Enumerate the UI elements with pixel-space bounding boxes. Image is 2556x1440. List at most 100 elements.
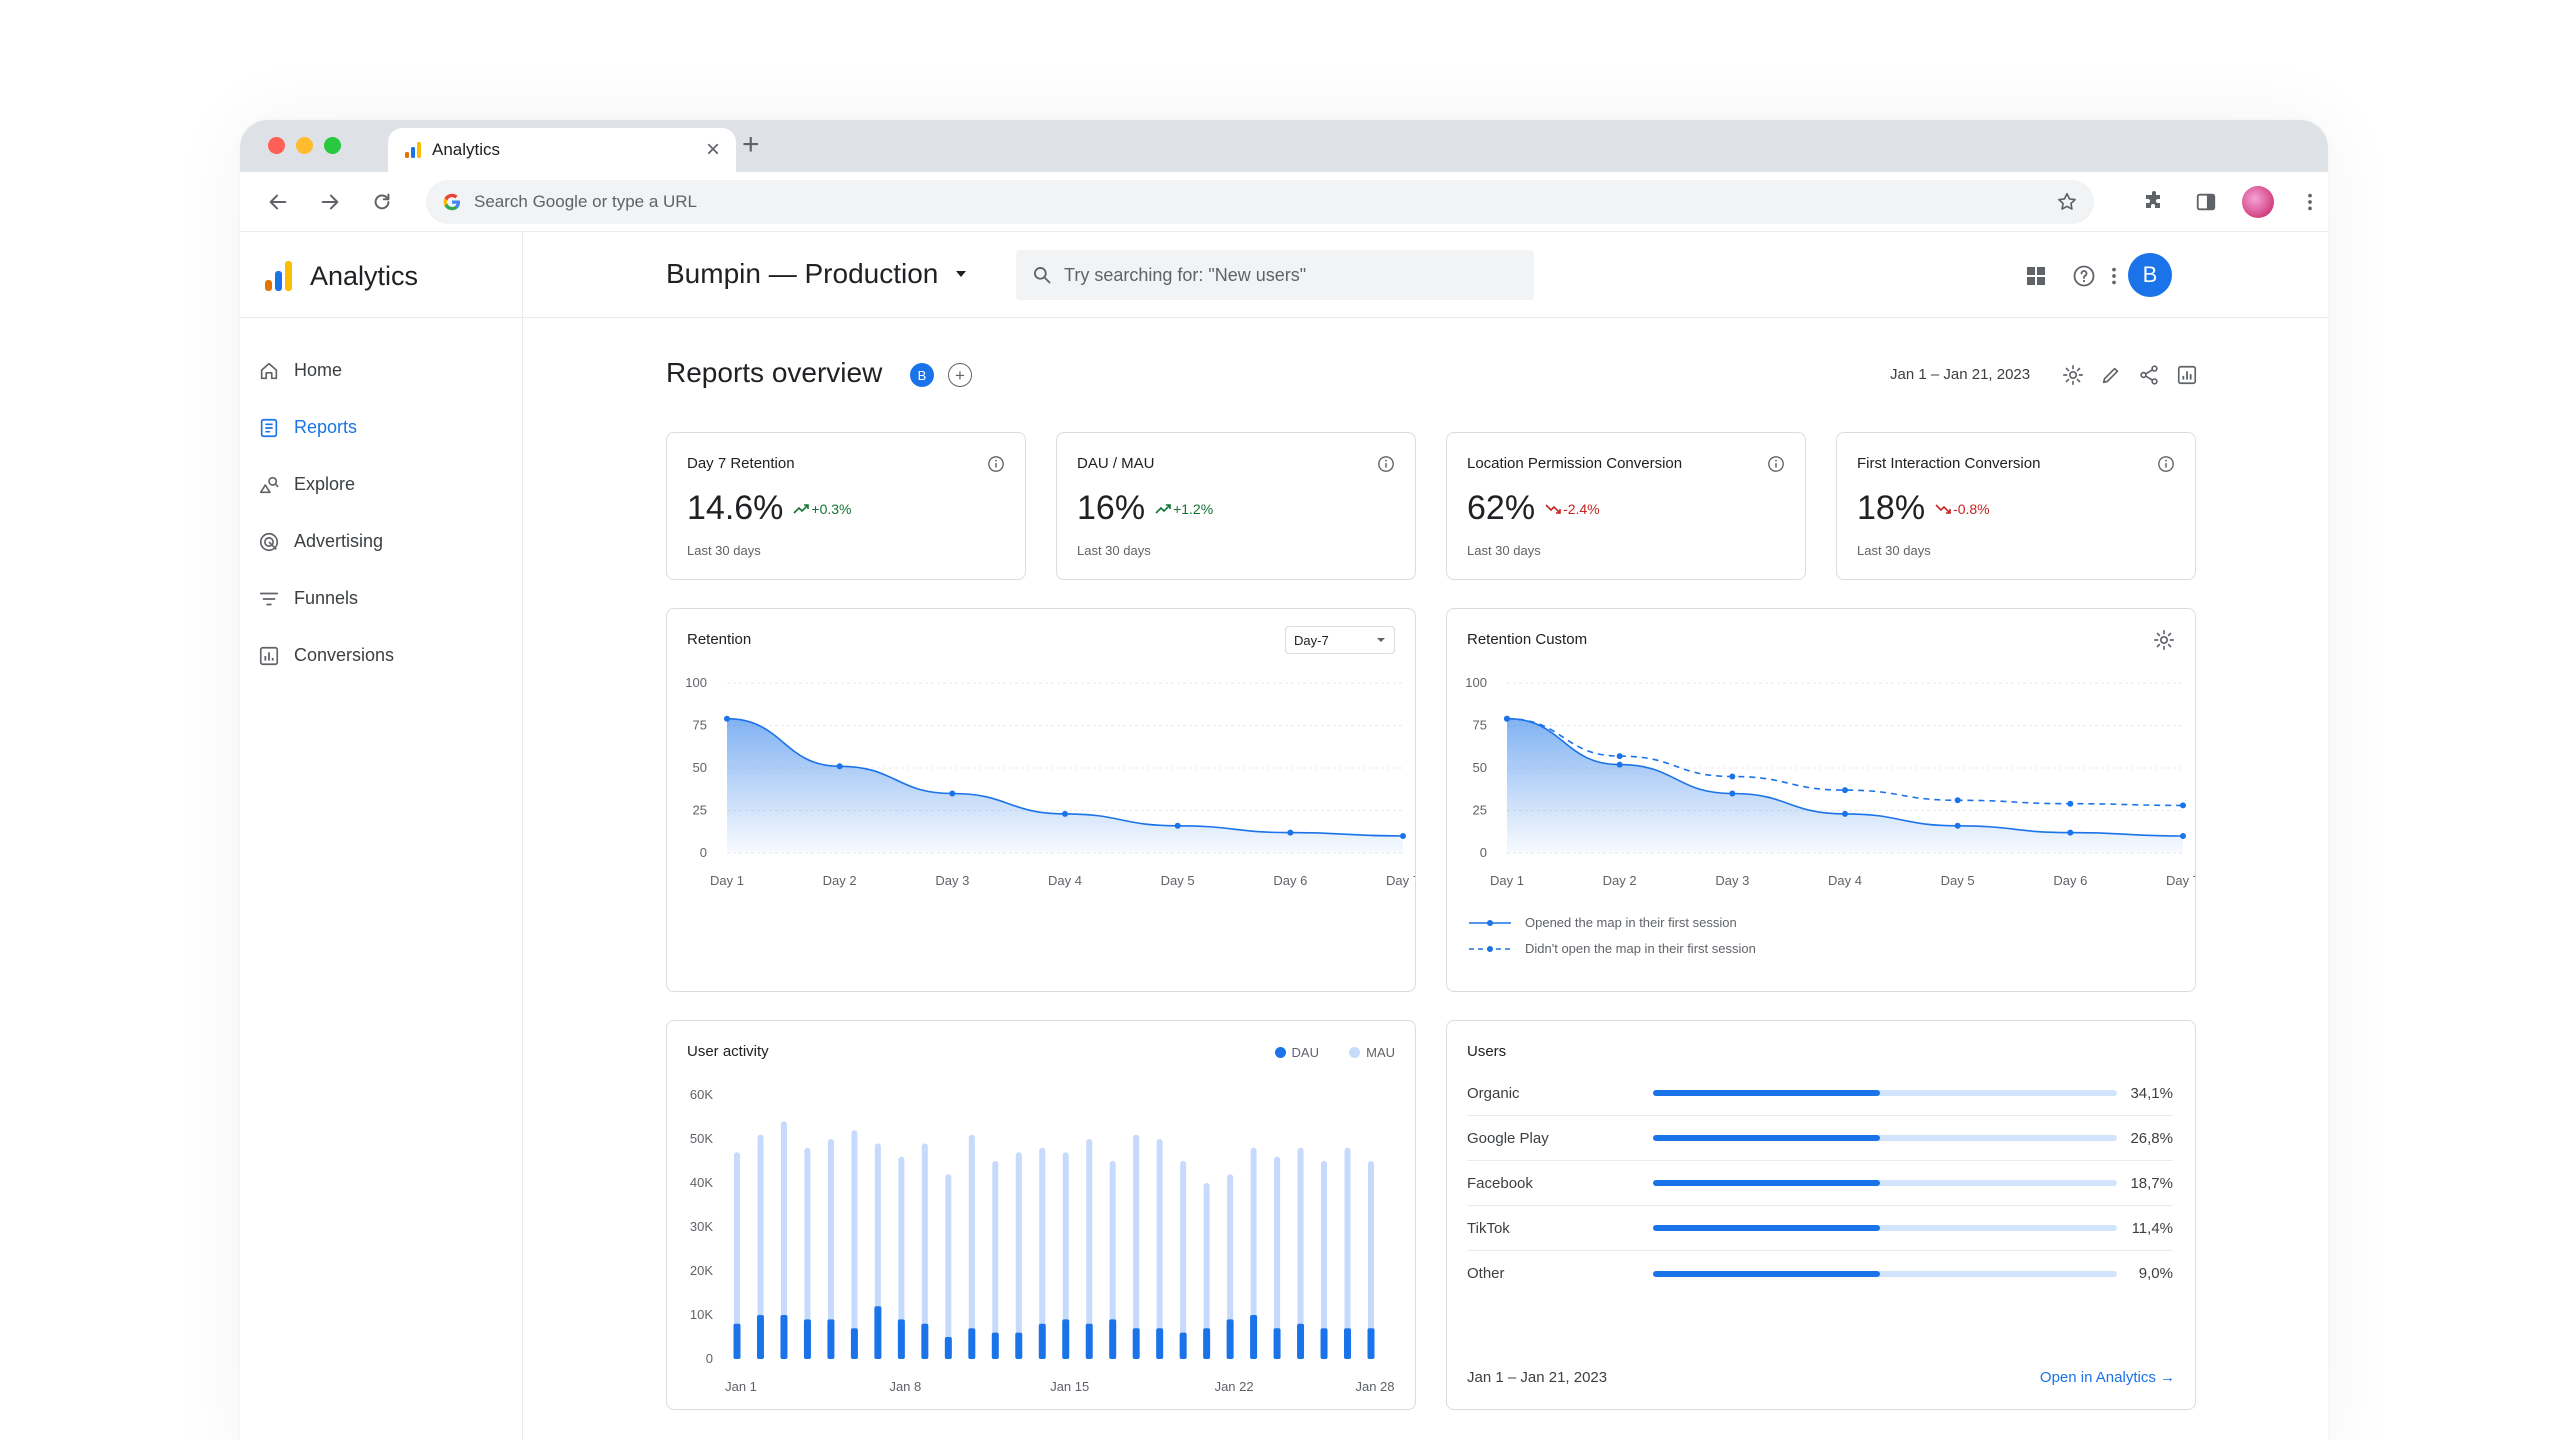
- date-range-picker[interactable]: Jan 1 – Jan 21, 2023: [1890, 366, 2031, 383]
- retention-period-dropdown[interactable]: Day-7: [1285, 626, 1395, 654]
- mau-bar: [1156, 1139, 1163, 1359]
- maximize-window-button[interactable]: [324, 137, 341, 154]
- kpi-card-location-permission[interactable]: Location Permission Conversion 62% -2.4%…: [1446, 432, 1806, 580]
- trend-down-icon: [1545, 503, 1561, 514]
- property-selector[interactable]: Bumpin — Production: [666, 258, 968, 290]
- data-point: [1729, 773, 1736, 780]
- search-icon: [1034, 267, 1051, 284]
- users-row-bar-fill: [1653, 1225, 1881, 1231]
- data-point: [1287, 829, 1294, 836]
- property-name: Bumpin — Production: [666, 258, 939, 289]
- users-card: Users Organic 34,1% Google Play 26,8% Fa…: [1446, 1020, 2196, 1410]
- insights-icon[interactable]: [2174, 362, 2200, 388]
- data-point: [2067, 800, 2074, 807]
- sidebar-item-home[interactable]: Home: [240, 342, 522, 399]
- legend-opened-map: Opened the map in their first session: [1467, 915, 1737, 930]
- kpi-period: Last 30 days: [1467, 543, 1541, 558]
- legend-label: DAU: [1291, 1045, 1319, 1060]
- mau-bar: [1039, 1147, 1046, 1359]
- users-row-google-play[interactable]: Google Play 26,8%: [1467, 1116, 2173, 1161]
- x-tick-label: Day 7: [1386, 873, 1415, 888]
- browser-toolbar: Search Google or type a URL: [240, 172, 2328, 232]
- analytics-app: Analytics Bumpin — Production Try search…: [240, 232, 2328, 1440]
- dau-bar: [1109, 1319, 1117, 1359]
- y-tick-label: 0: [706, 1351, 713, 1366]
- sidebar-item-reports[interactable]: Reports: [240, 399, 522, 456]
- side-panel-icon[interactable]: [2190, 186, 2222, 218]
- kpi-value: 18%: [1857, 489, 1926, 527]
- mau-bar: [992, 1161, 999, 1359]
- info-icon[interactable]: [1767, 455, 1785, 473]
- browser-tab[interactable]: Analytics ×: [388, 128, 736, 172]
- more-options-icon[interactable]: [2098, 260, 2130, 292]
- trend-up-icon: [793, 503, 810, 514]
- kpi-title: First Interaction Conversion: [1857, 455, 2041, 472]
- info-icon[interactable]: [987, 455, 1005, 473]
- retention-card: Retention Day-7 100 75 50 25 0 Day 1 Day 2 Day …: [666, 608, 1416, 992]
- kpi-card-day7-retention[interactable]: Day 7 Retention 14.6% +0.3% Last 30 days: [666, 432, 1026, 580]
- share-icon[interactable]: [2136, 362, 2162, 388]
- users-row-value: 18,7%: [2130, 1174, 2173, 1192]
- extensions-icon[interactable]: [2138, 186, 2170, 218]
- sidebar-item-advertising[interactable]: Advertising: [240, 513, 522, 570]
- minimize-window-button[interactable]: [296, 137, 313, 154]
- user-avatar[interactable]: B: [2128, 253, 2172, 297]
- area-fill: [727, 718, 1403, 853]
- sidebar-item-explore[interactable]: Explore: [240, 456, 522, 513]
- users-row-bar: [1653, 1225, 2117, 1231]
- kpi-card-first-interaction[interactable]: First Interaction Conversion 18% -0.8% L…: [1836, 432, 2196, 580]
- users-row-tiktok[interactable]: TikTok 11,4%: [1467, 1206, 2173, 1251]
- legend-dot: [1349, 1047, 1361, 1058]
- explore-icon: [259, 476, 279, 493]
- apps-grid-icon[interactable]: [2020, 260, 2052, 292]
- kpi-delta: -2.4%: [1545, 501, 1600, 517]
- mau-bar: [1227, 1174, 1234, 1359]
- info-icon[interactable]: [2157, 455, 2175, 473]
- sidebar-item-label: Funnels: [294, 588, 359, 608]
- x-tick-label: Jan 15: [1050, 1379, 1089, 1394]
- legend-label: MAU: [1366, 1045, 1395, 1060]
- forward-icon[interactable]: [314, 186, 346, 218]
- comparison-badge[interactable]: B: [910, 363, 934, 387]
- sidebar-item-funnels[interactable]: Funnels: [240, 570, 522, 627]
- new-tab-icon[interactable]: +: [742, 128, 760, 161]
- y-tick-label: 50: [693, 760, 707, 775]
- kpi-delta: +0.3%: [793, 501, 852, 517]
- users-row-other[interactable]: Other 9,0%: [1467, 1251, 2173, 1296]
- dau-bar: [803, 1319, 811, 1359]
- tab-title: Analytics: [432, 140, 501, 159]
- x-tick-label: Day 6: [2053, 873, 2087, 888]
- add-comparison-button[interactable]: +: [948, 363, 972, 387]
- mau-bar: [804, 1147, 811, 1359]
- brand[interactable]: Analytics: [264, 260, 418, 292]
- kpi-card-dau-mau[interactable]: DAU / MAU 16% +1.2% Last 30 days: [1056, 432, 1416, 580]
- edit-icon[interactable]: [2098, 362, 2124, 388]
- address-bar[interactable]: Search Google or type a URL: [426, 180, 2094, 224]
- dau-bar: [1015, 1332, 1023, 1359]
- close-tab-icon[interactable]: ×: [705, 136, 720, 163]
- sidebar-item-conversions[interactable]: Conversions: [240, 627, 522, 684]
- user-activity-card: User activity DAU MAU 60K 50K 40K 30K 20K 10K…: [666, 1020, 1416, 1410]
- customize-report-icon[interactable]: [2060, 362, 2086, 388]
- mau-bar: [1321, 1161, 1328, 1359]
- close-window-button[interactable]: [268, 137, 285, 154]
- y-tick-label: 100: [685, 675, 707, 690]
- back-icon[interactable]: [262, 186, 294, 218]
- search-input[interactable]: Try searching for: "New users": [1016, 250, 1534, 300]
- legend-label: Opened the map in their first session: [1525, 915, 1737, 930]
- kpi-delta: -0.8%: [1935, 501, 1990, 517]
- open-in-analytics-link[interactable]: Open in Analytics →: [2039, 1369, 2175, 1386]
- legend-didnt-open-map: Didn't open the map in their first sessi…: [1467, 941, 1756, 956]
- profile-icon[interactable]: [2242, 186, 2274, 218]
- settings-gear-icon[interactable]: [2153, 629, 2175, 651]
- info-icon[interactable]: [1377, 455, 1395, 473]
- dau-bar: [968, 1328, 976, 1359]
- browser-menu-icon[interactable]: [2294, 186, 2326, 218]
- users-row-facebook[interactable]: Facebook 18,7%: [1467, 1161, 2173, 1206]
- users-row-organic[interactable]: Organic 34,1%: [1467, 1071, 2173, 1116]
- reload-icon[interactable]: [366, 186, 398, 218]
- users-row-value: 11,4%: [2131, 1219, 2173, 1237]
- bookmark-star-icon[interactable]: [2056, 191, 2078, 213]
- help-icon[interactable]: [2068, 260, 2100, 292]
- kpi-period: Last 30 days: [1077, 543, 1151, 558]
